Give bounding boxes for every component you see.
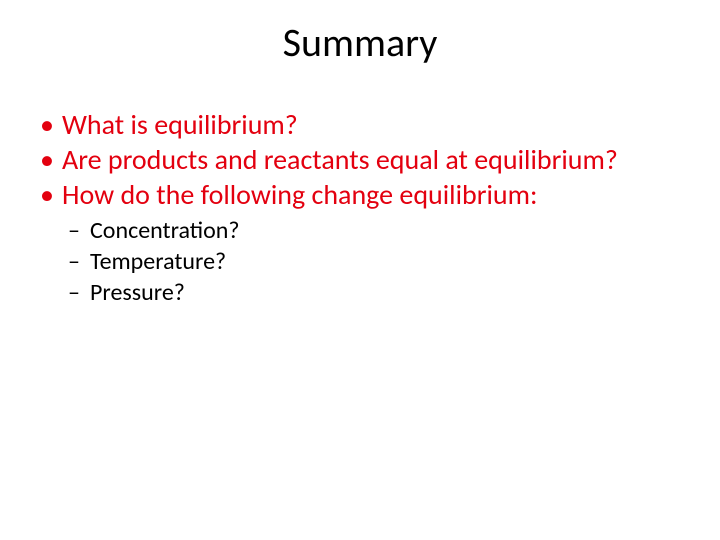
slide: Summary What is equilibrium? Are product… bbox=[0, 0, 720, 540]
subbullet-item: Temperature? bbox=[68, 248, 686, 277]
slide-body: What is equilibrium? Are products and re… bbox=[34, 108, 686, 309]
subbullet-item: Pressure? bbox=[68, 279, 686, 308]
bullet-item: Are products and reactants equal at equi… bbox=[34, 143, 686, 176]
bullet-item: How do the following change equilibrium: bbox=[34, 178, 686, 211]
bullet-list: What is equilibrium? Are products and re… bbox=[34, 108, 686, 211]
subbullet-list: Concentration? Temperature? Pressure? bbox=[34, 217, 686, 307]
slide-title: Summary bbox=[0, 18, 720, 67]
subbullet-item: Concentration? bbox=[68, 217, 686, 246]
bullet-item: What is equilibrium? bbox=[34, 108, 686, 141]
